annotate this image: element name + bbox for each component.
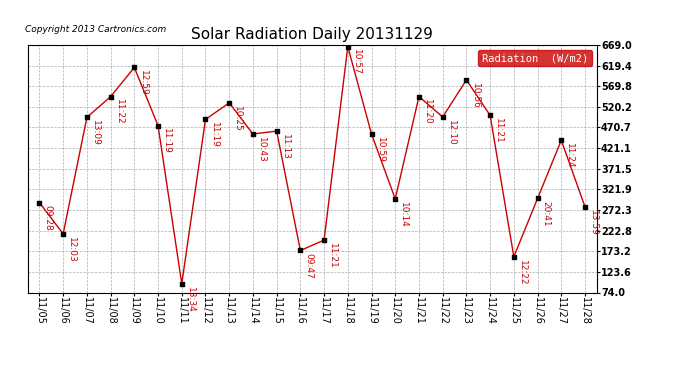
Point	[319, 237, 330, 243]
Point	[342, 44, 353, 50]
Point	[484, 112, 495, 118]
Text: 11:13: 11:13	[281, 134, 290, 160]
Point	[58, 231, 69, 237]
Text: 13:34: 13:34	[186, 286, 195, 312]
Point	[509, 254, 520, 260]
Text: 11:21: 11:21	[494, 118, 503, 144]
Point	[176, 281, 187, 287]
Title: Solar Radiation Daily 20131129: Solar Radiation Daily 20131129	[191, 27, 433, 42]
Text: 11:19: 11:19	[210, 122, 219, 148]
Point	[461, 77, 472, 83]
Point	[437, 114, 448, 120]
Point	[580, 204, 591, 210]
Point	[224, 100, 235, 106]
Text: 13:09: 13:09	[91, 120, 100, 146]
Point	[532, 195, 543, 201]
Point	[271, 128, 282, 134]
Text: 13:59: 13:59	[589, 210, 598, 236]
Point	[390, 196, 401, 202]
Point	[34, 200, 45, 206]
Text: 10:56: 10:56	[471, 83, 480, 109]
Text: 12:10: 12:10	[447, 120, 456, 146]
Point	[295, 248, 306, 254]
Text: 12:59: 12:59	[139, 70, 148, 96]
Text: 09:47: 09:47	[304, 253, 313, 279]
Point	[152, 123, 164, 129]
Point	[200, 117, 211, 123]
Text: Copyright 2013 Cartronics.com: Copyright 2013 Cartronics.com	[25, 25, 166, 34]
Text: 10:57: 10:57	[352, 50, 361, 75]
Text: 10:43: 10:43	[257, 137, 266, 162]
Point	[81, 114, 92, 120]
Text: 11:19: 11:19	[162, 129, 171, 154]
Legend: Radiation  (W/m2): Radiation (W/m2)	[478, 50, 591, 66]
Text: 20:41: 20:41	[542, 201, 551, 227]
Text: 11:21: 11:21	[328, 243, 337, 268]
Point	[248, 131, 259, 137]
Text: 09:28: 09:28	[43, 206, 52, 231]
Point	[366, 131, 377, 137]
Text: 11:24: 11:24	[565, 143, 575, 169]
Point	[555, 137, 566, 143]
Point	[105, 94, 116, 100]
Text: 10:14: 10:14	[400, 202, 408, 227]
Text: 10:25: 10:25	[233, 106, 242, 131]
Text: 11:22: 11:22	[115, 99, 124, 125]
Text: 12:03: 12:03	[68, 237, 77, 262]
Text: 11:20: 11:20	[423, 99, 432, 125]
Text: 12:22: 12:22	[518, 260, 527, 285]
Point	[413, 94, 424, 100]
Text: 10:59: 10:59	[375, 137, 385, 163]
Point	[129, 64, 140, 70]
